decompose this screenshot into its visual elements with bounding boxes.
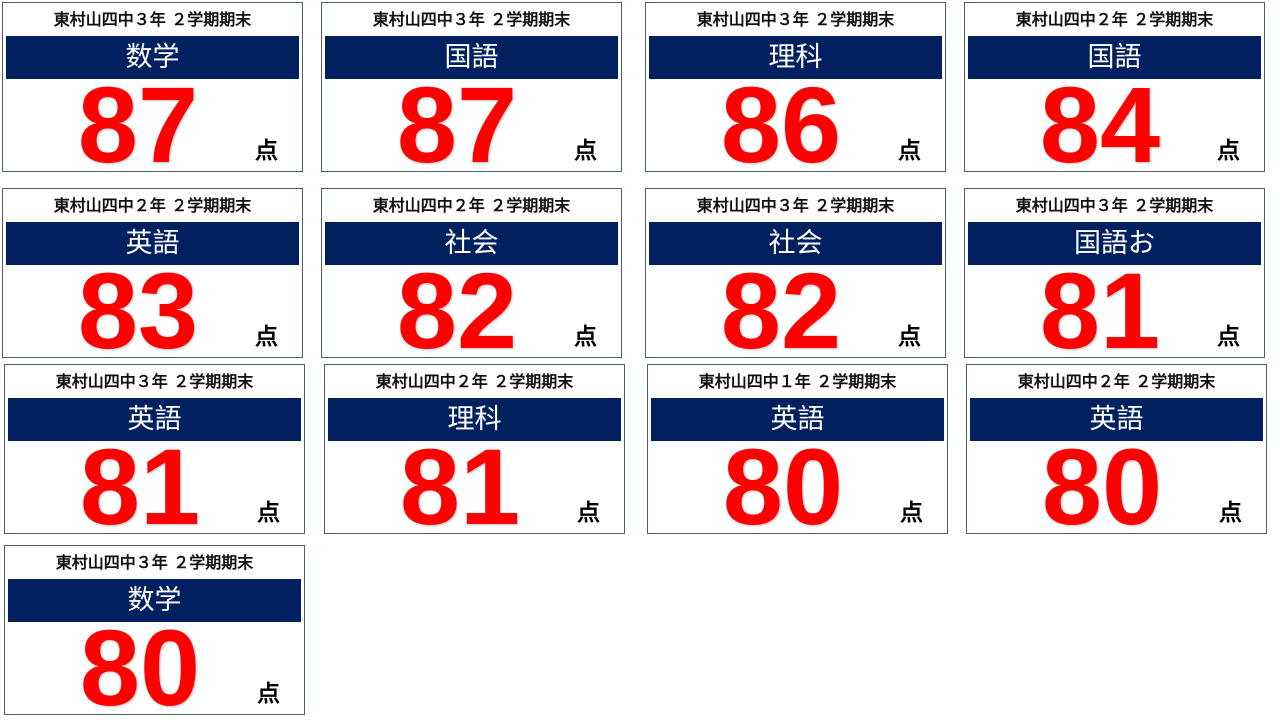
subject-banner: 英語 bbox=[6, 222, 299, 265]
unit-label: 点 bbox=[257, 500, 280, 526]
score-card: 東村山四中３年 ２学期期末理科 86 点 bbox=[645, 2, 946, 185]
score-value: 87 bbox=[77, 64, 199, 185]
school-term-label: 東村山四中２年 ２学期期末 bbox=[375, 372, 574, 391]
school-term-label: 東村山四中３年 ２学期期末 bbox=[696, 196, 895, 215]
subject-banner: 社会 bbox=[649, 222, 942, 265]
score-card: 東村山四中３年 ２学期期末英語 81 点 bbox=[4, 364, 305, 547]
score-value: 82 bbox=[720, 250, 842, 371]
score-card: 東村山四中３年 ２学期期末国語 87 点 bbox=[321, 2, 622, 185]
score-card: 東村山四中３年 ２学期期末数学 80 点 bbox=[4, 545, 305, 728]
score-value: 84 bbox=[1039, 64, 1161, 185]
unit-label: 点 bbox=[255, 138, 278, 164]
score-value: 81 bbox=[399, 426, 521, 547]
unit-label: 点 bbox=[898, 324, 921, 350]
score-value: 80 bbox=[722, 426, 844, 547]
score-value: 82 bbox=[396, 250, 518, 371]
school-term-label: 東村山四中３年 ２学期期末 bbox=[55, 553, 254, 572]
score-value: 80 bbox=[79, 607, 201, 728]
score-value: 81 bbox=[1039, 250, 1161, 371]
unit-label: 点 bbox=[1219, 500, 1242, 526]
unit-label: 点 bbox=[1217, 138, 1240, 164]
score-card: 東村山四中２年 ２学期期末理科 81 点 bbox=[324, 364, 625, 547]
unit-label: 点 bbox=[898, 138, 921, 164]
score-card: 東村山四中３年 ２学期期末国語お 81 点 bbox=[964, 188, 1265, 371]
unit-label: 点 bbox=[574, 138, 597, 164]
subject-banner: 理科 bbox=[649, 36, 942, 79]
school-term-label: 東村山四中２年 ２学期期末 bbox=[1015, 10, 1214, 29]
school-term-label: 東村山四中２年 ２学期期末 bbox=[1017, 372, 1216, 391]
score-card: 東村山四中２年 ２学期期末社会 82 点 bbox=[321, 188, 622, 371]
subject-banner: 英語 bbox=[8, 398, 301, 441]
school-term-label: 東村山四中３年 ２学期期末 bbox=[1015, 196, 1214, 215]
subject-banner: 英語 bbox=[651, 398, 944, 441]
school-term-label: 東村山四中１年 ２学期期末 bbox=[698, 372, 897, 391]
score-value: 83 bbox=[77, 250, 199, 371]
unit-label: 点 bbox=[255, 324, 278, 350]
score-value: 86 bbox=[720, 64, 842, 185]
school-term-label: 東村山四中２年 ２学期期末 bbox=[53, 196, 252, 215]
score-card: 東村山四中２年 ２学期期末英語 80 点 bbox=[966, 364, 1267, 547]
subject-banner: 国語 bbox=[968, 36, 1261, 79]
score-card: 東村山四中２年 ２学期期末英語 83 点 bbox=[2, 188, 303, 371]
subject-banner: 国語 bbox=[325, 36, 618, 79]
score-value: 80 bbox=[1041, 426, 1163, 547]
school-term-label: 東村山四中３年 ２学期期末 bbox=[696, 10, 895, 29]
score-card: 東村山四中２年 ２学期期末国語 84 点 bbox=[964, 2, 1265, 185]
unit-label: 点 bbox=[1217, 324, 1240, 350]
subject-banner: 国語お bbox=[968, 222, 1261, 265]
unit-label: 点 bbox=[257, 681, 280, 707]
score-card: 東村山四中３年 ２学期期末数学 87 点 bbox=[2, 2, 303, 185]
subject-banner: 理科 bbox=[328, 398, 621, 441]
score-value: 81 bbox=[79, 426, 201, 547]
unit-label: 点 bbox=[574, 324, 597, 350]
subject-banner: 英語 bbox=[970, 398, 1263, 441]
school-term-label: 東村山四中２年 ２学期期末 bbox=[372, 196, 571, 215]
subject-banner: 数学 bbox=[6, 36, 299, 79]
school-term-label: 東村山四中３年 ２学期期末 bbox=[53, 10, 252, 29]
score-card: 東村山四中１年 ２学期期末英語 80 点 bbox=[647, 364, 948, 547]
subject-banner: 数学 bbox=[8, 579, 301, 622]
school-term-label: 東村山四中３年 ２学期期末 bbox=[55, 372, 254, 391]
score-value: 87 bbox=[396, 64, 518, 185]
unit-label: 点 bbox=[577, 500, 600, 526]
unit-label: 点 bbox=[900, 500, 923, 526]
subject-banner: 社会 bbox=[325, 222, 618, 265]
school-term-label: 東村山四中３年 ２学期期末 bbox=[372, 10, 571, 29]
score-card: 東村山四中３年 ２学期期末社会 82 点 bbox=[645, 188, 946, 371]
